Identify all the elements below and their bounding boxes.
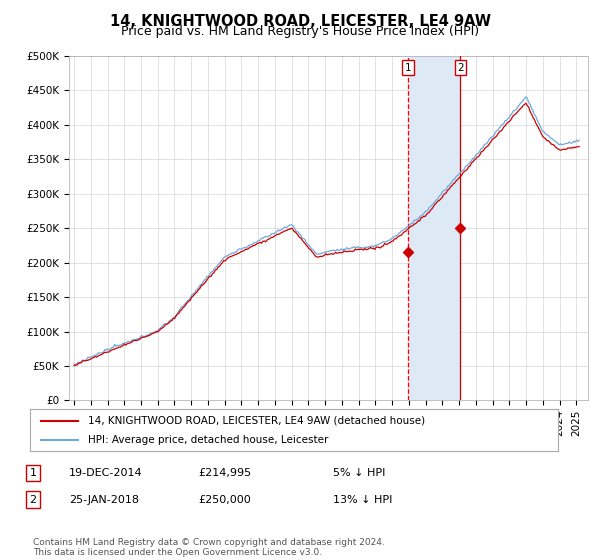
- Text: HPI: Average price, detached house, Leicester: HPI: Average price, detached house, Leic…: [88, 435, 328, 445]
- Text: 5% ↓ HPI: 5% ↓ HPI: [333, 468, 385, 478]
- Text: 14, KNIGHTWOOD ROAD, LEICESTER, LE4 9AW: 14, KNIGHTWOOD ROAD, LEICESTER, LE4 9AW: [110, 14, 491, 29]
- Text: Contains HM Land Registry data © Crown copyright and database right 2024.
This d: Contains HM Land Registry data © Crown c…: [33, 538, 385, 557]
- Text: Price paid vs. HM Land Registry's House Price Index (HPI): Price paid vs. HM Land Registry's House …: [121, 25, 479, 38]
- Text: 1: 1: [29, 468, 37, 478]
- Text: 2: 2: [29, 494, 37, 505]
- Text: 14, KNIGHTWOOD ROAD, LEICESTER, LE4 9AW (detached house): 14, KNIGHTWOOD ROAD, LEICESTER, LE4 9AW …: [88, 416, 425, 426]
- Text: 19-DEC-2014: 19-DEC-2014: [69, 468, 143, 478]
- Text: 13% ↓ HPI: 13% ↓ HPI: [333, 494, 392, 505]
- Bar: [409, 56, 460, 400]
- Text: 1: 1: [405, 63, 412, 73]
- Text: 2: 2: [457, 63, 464, 73]
- Text: 25-JAN-2018: 25-JAN-2018: [69, 494, 139, 505]
- Text: £214,995: £214,995: [198, 468, 251, 478]
- Text: £250,000: £250,000: [198, 494, 251, 505]
